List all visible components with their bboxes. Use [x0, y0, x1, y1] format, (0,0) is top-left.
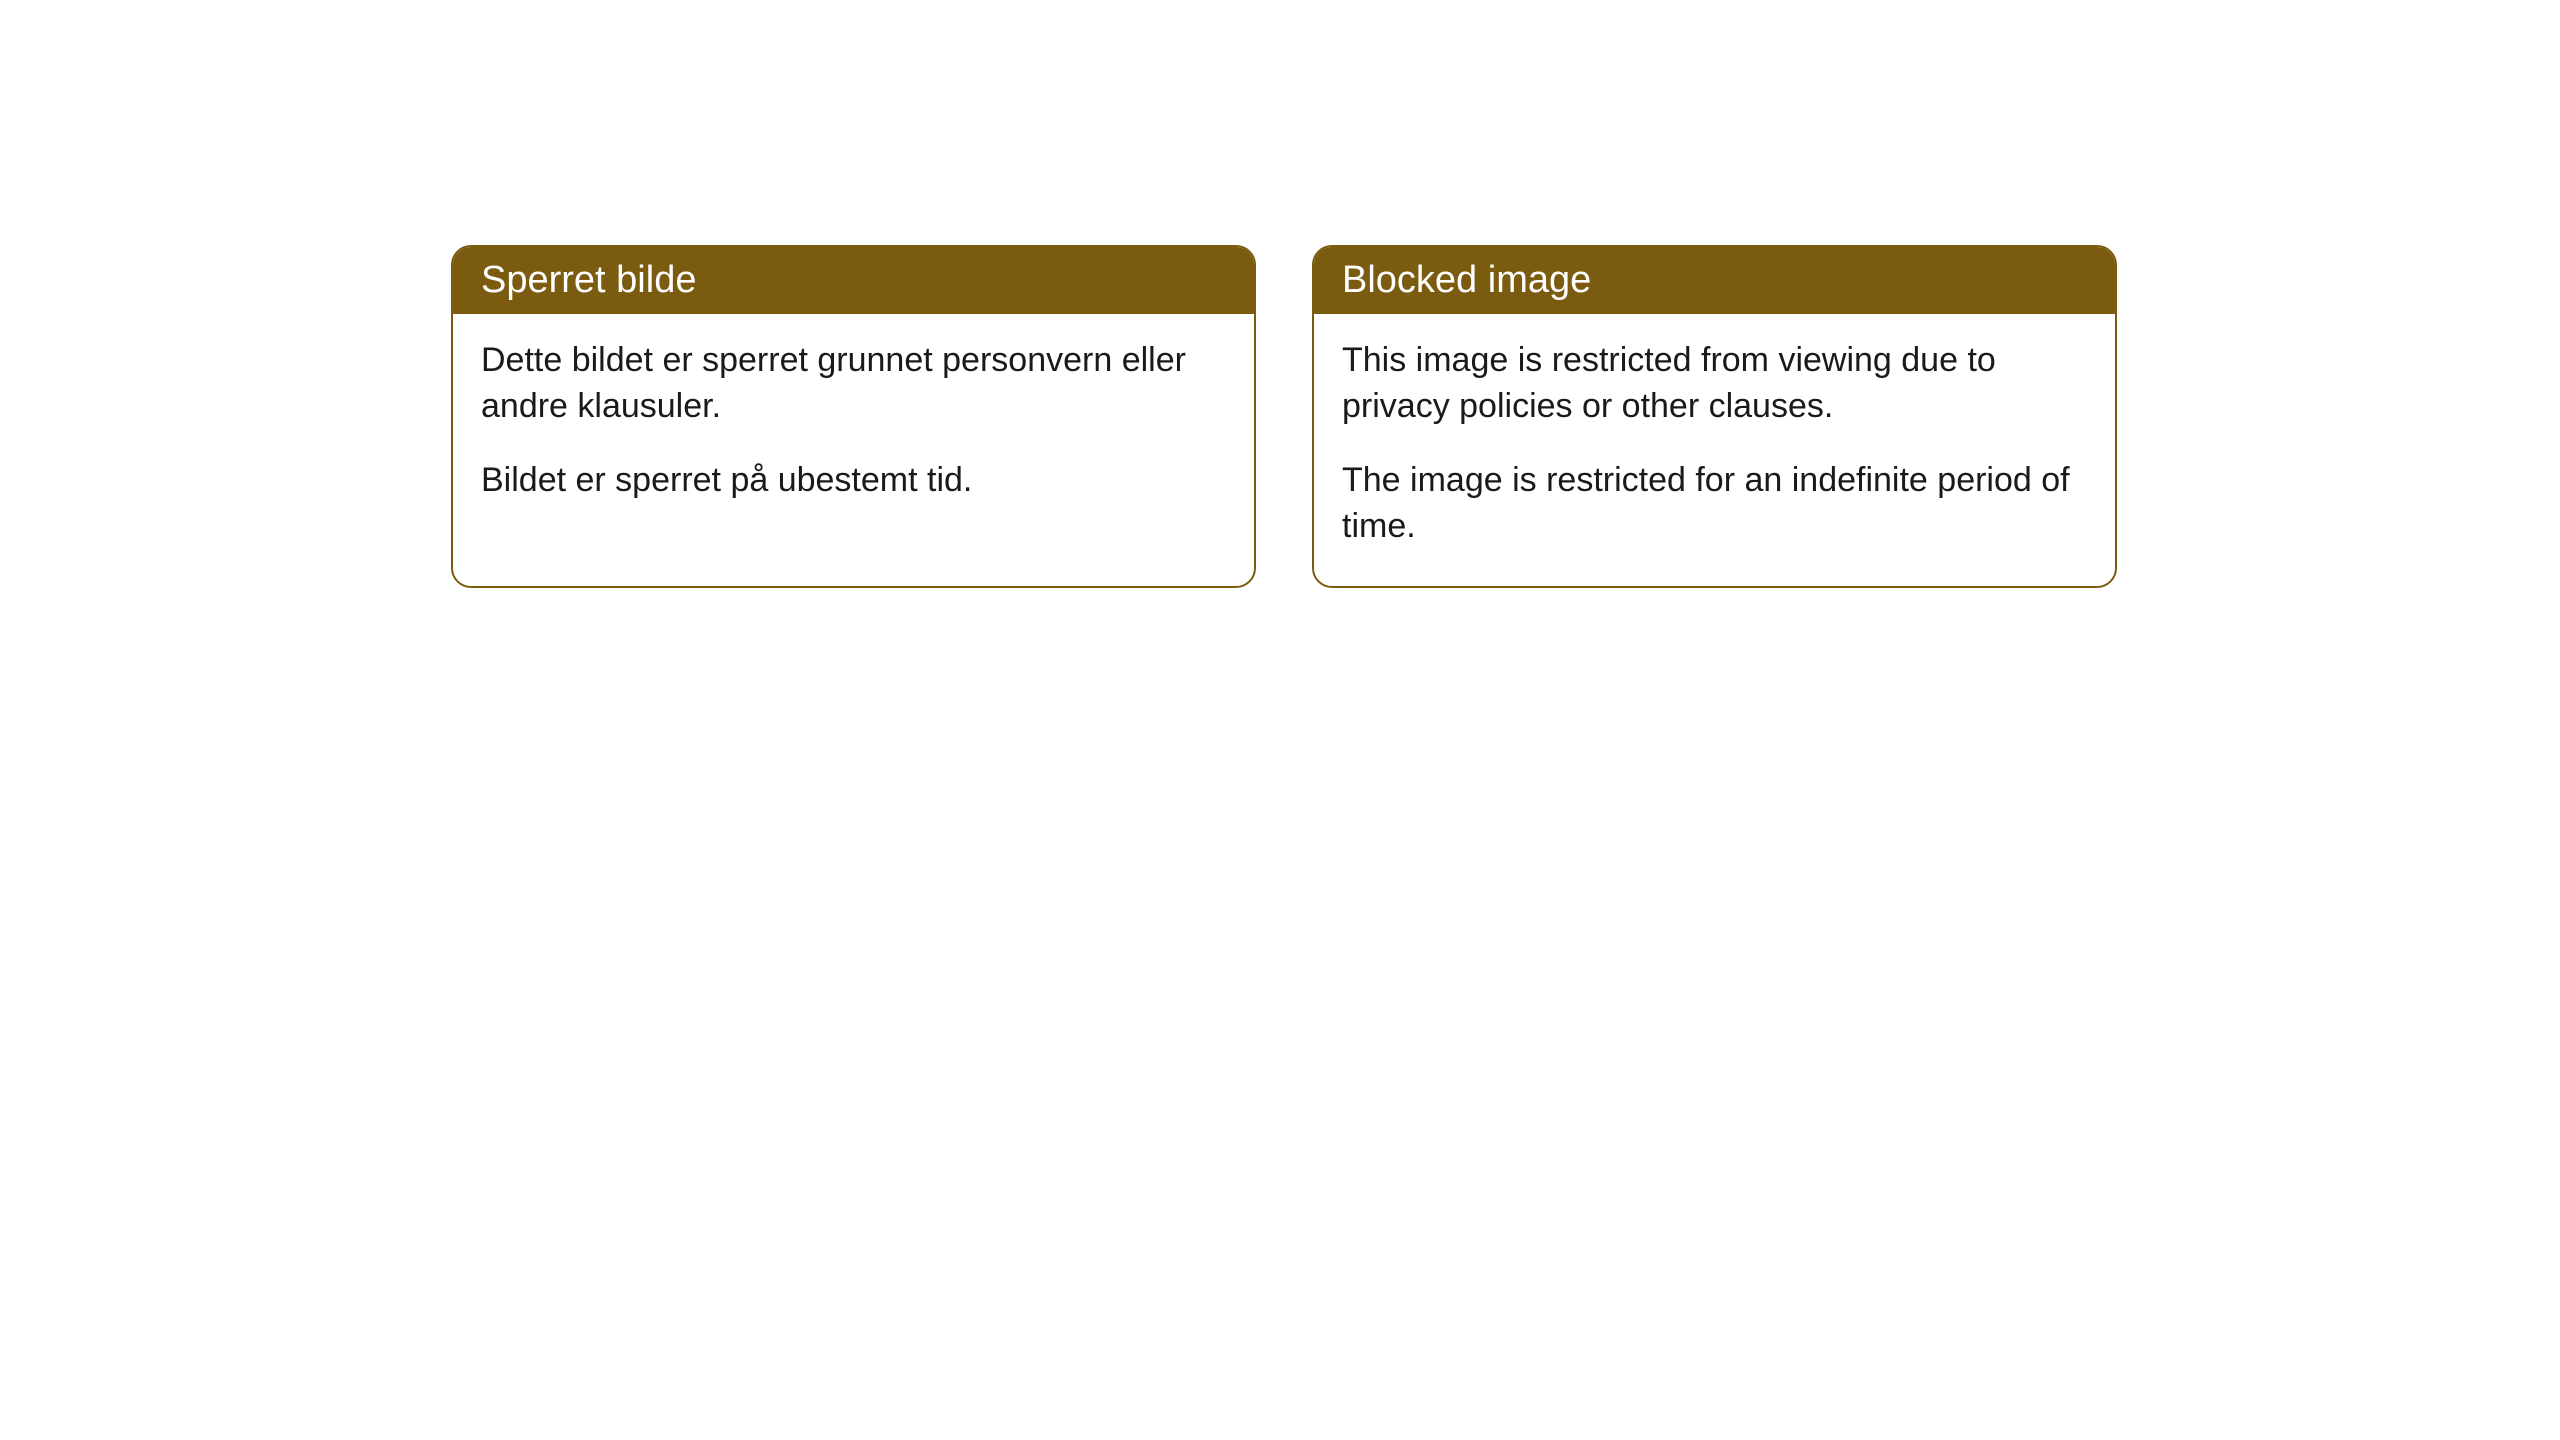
card-title-norwegian: Sperret bilde	[481, 259, 696, 301]
card-paragraph-english-2: The image is restricted for an indefinit…	[1342, 458, 2087, 550]
blocked-image-card-english: Blocked image This image is restricted f…	[1312, 245, 2117, 588]
card-title-english: Blocked image	[1342, 259, 1591, 301]
card-container: Sperret bilde Dette bildet er sperret gr…	[451, 245, 2117, 588]
card-paragraph-norwegian-2: Bildet er sperret på ubestemt tid.	[481, 458, 1226, 504]
blocked-image-card-norwegian: Sperret bilde Dette bildet er sperret gr…	[451, 245, 1256, 588]
card-paragraph-english-1: This image is restricted from viewing du…	[1342, 338, 2087, 430]
card-paragraph-norwegian-1: Dette bildet er sperret grunnet personve…	[481, 338, 1226, 430]
card-body-english: This image is restricted from viewing du…	[1314, 314, 2115, 586]
card-header-norwegian: Sperret bilde	[453, 247, 1254, 314]
card-body-norwegian: Dette bildet er sperret grunnet personve…	[453, 314, 1254, 540]
card-header-english: Blocked image	[1314, 247, 2115, 314]
